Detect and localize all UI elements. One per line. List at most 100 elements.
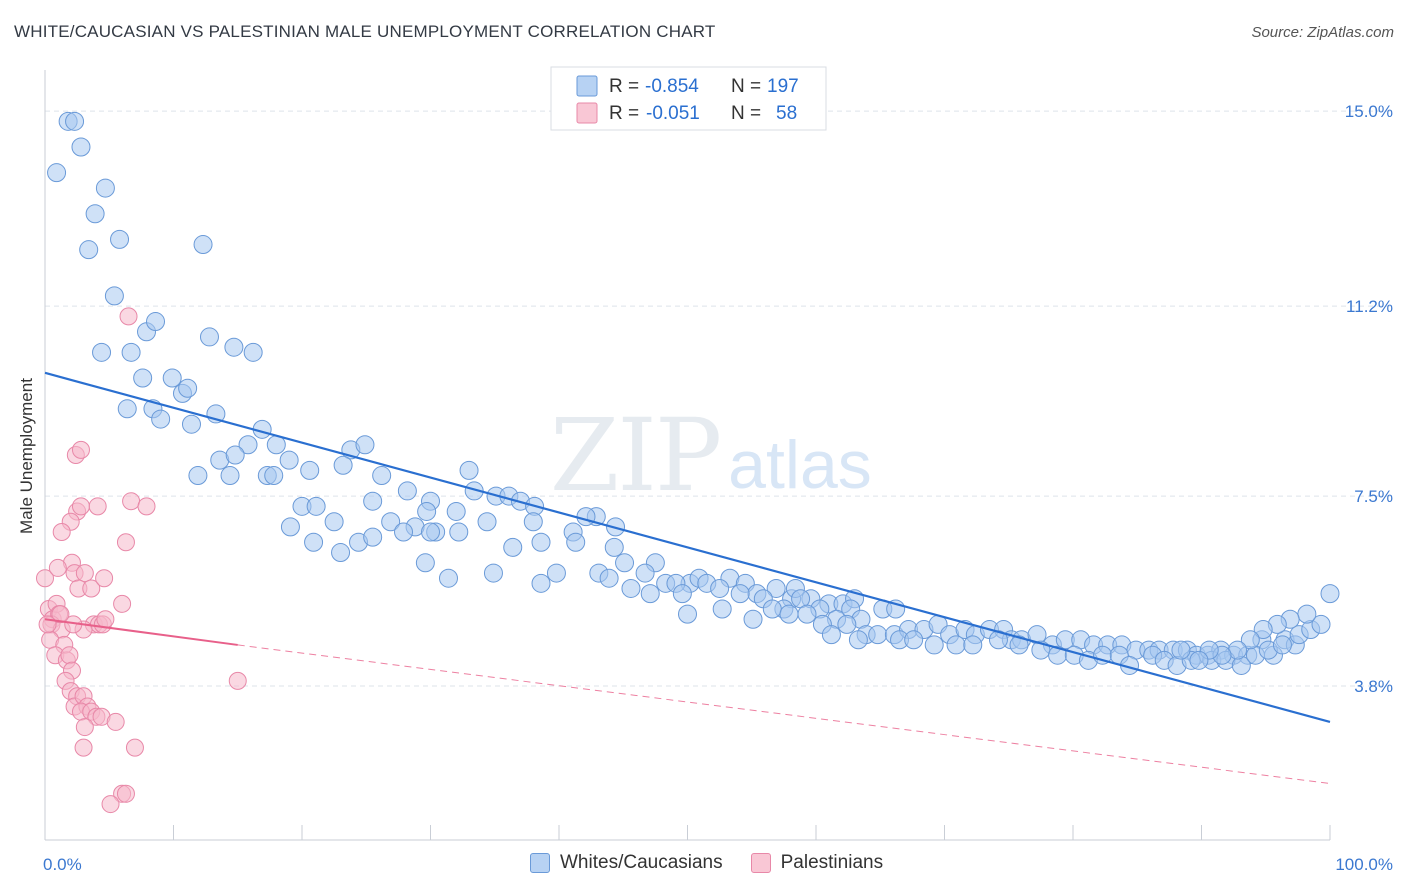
legend-item-palestinians[interactable]: Palestinians — [750, 852, 884, 874]
whites-point — [523, 512, 543, 532]
palestinians-point — [116, 784, 135, 803]
whites-point — [712, 599, 732, 619]
palestinians-point — [48, 558, 67, 577]
whites-point — [576, 507, 596, 527]
whites-point — [635, 563, 655, 583]
legend-n-label: N = — [731, 103, 761, 124]
legend-label-palestinians: Palestinians — [780, 852, 884, 873]
y-tick-label: 15.0% — [1345, 102, 1393, 121]
whites-point — [85, 204, 105, 224]
whites-point — [65, 111, 85, 131]
whites-point — [264, 466, 284, 486]
chart-title: WHITE/CAUCASIAN VS PALESTINIAN MALE UNEM… — [14, 22, 716, 41]
whites-point — [324, 512, 344, 532]
watermark-zip: ZIP — [550, 397, 720, 514]
legend-r-label: R = — [609, 103, 639, 124]
whites-point — [162, 368, 182, 388]
palestinians-point — [75, 718, 94, 737]
whites-swatch — [530, 853, 550, 873]
whites-point — [415, 553, 435, 573]
whites-point — [225, 445, 245, 465]
whites-point — [531, 532, 551, 552]
whites-point — [1189, 650, 1209, 670]
palestinians-point — [106, 712, 125, 731]
whites-point — [821, 625, 841, 645]
whites-point — [1171, 640, 1191, 660]
tick-labels: 3.8% 7.5% 11.2% 15.0% 0.0% 100.0% — [43, 102, 1393, 874]
whites-point — [1240, 630, 1260, 650]
whites-trend-line — [44, 371, 1331, 723]
whites-point — [363, 527, 383, 547]
legend-swatch-whites — [576, 75, 598, 97]
whites-point — [188, 466, 208, 486]
whites-point — [438, 568, 458, 588]
whites-point — [503, 537, 523, 557]
whites-point — [599, 568, 619, 588]
whites-point — [1311, 614, 1331, 634]
whites-point — [121, 342, 141, 362]
whites-point — [417, 501, 437, 521]
whites-point — [477, 512, 497, 532]
whites-point — [762, 599, 782, 619]
palestinians-point — [36, 569, 54, 588]
palestinians-point — [74, 738, 93, 757]
whites-point — [117, 399, 137, 419]
whites-point — [779, 604, 799, 624]
legend-swatch-palestinians — [576, 102, 598, 124]
palestinians-trend-line — [44, 618, 238, 646]
legend-n-label: N = — [731, 76, 761, 97]
whites-point — [178, 378, 198, 398]
whites-point — [372, 466, 392, 486]
whites-point — [710, 578, 730, 598]
whites-point — [1253, 620, 1273, 640]
whites-point — [1009, 635, 1029, 655]
palestinians-point — [96, 610, 115, 629]
whites-point — [837, 614, 857, 634]
whites-point — [47, 163, 67, 183]
whites-point — [110, 229, 130, 249]
whites-point — [224, 337, 244, 357]
whites-point — [531, 573, 551, 593]
y-tick-label: 7.5% — [1354, 487, 1393, 506]
whites-point — [421, 522, 440, 542]
palestinians-point — [122, 492, 141, 511]
whites-point — [615, 553, 635, 573]
whites-point — [621, 578, 641, 598]
palestinians-point — [60, 646, 79, 665]
watermark-atlas: atlas — [728, 427, 872, 503]
legend-n-value: 58 — [776, 103, 797, 124]
grid-lines — [45, 110, 1395, 687]
whites-point — [446, 501, 466, 521]
whites-point — [449, 522, 469, 542]
top-legend: R = -0.854 N = 197 R = -0.051 N = 58 — [550, 66, 827, 131]
whites-point — [394, 522, 414, 542]
whites-point — [963, 635, 983, 655]
palestinians-trend-extension — [237, 644, 1331, 785]
whites-point — [333, 455, 353, 475]
whites-point — [151, 409, 171, 429]
source-credit: Source: ZipAtlas.com — [1251, 24, 1394, 41]
whites-point — [355, 435, 375, 455]
palestinians-point — [71, 440, 90, 459]
whites-point — [95, 178, 115, 198]
whites-point — [79, 240, 99, 260]
whites-point — [71, 137, 91, 157]
whites-point — [546, 563, 566, 583]
palestinians-point — [95, 569, 114, 588]
whites-point — [766, 578, 786, 598]
palestinians-point — [113, 594, 132, 613]
legend-item-whites[interactable]: Whites/Caucasians — [530, 852, 723, 874]
whites-point — [1320, 584, 1340, 604]
palestinians-point — [75, 564, 94, 583]
whites-point — [243, 342, 263, 362]
whites-point — [104, 286, 124, 306]
whites-point — [199, 327, 219, 347]
whites-point — [483, 563, 503, 583]
palestinians-points — [36, 307, 247, 814]
whites-point — [672, 584, 692, 604]
whites-point — [181, 414, 201, 434]
whites-point — [331, 543, 351, 563]
palestinians-point — [119, 307, 138, 326]
palestinians-point — [125, 738, 144, 757]
